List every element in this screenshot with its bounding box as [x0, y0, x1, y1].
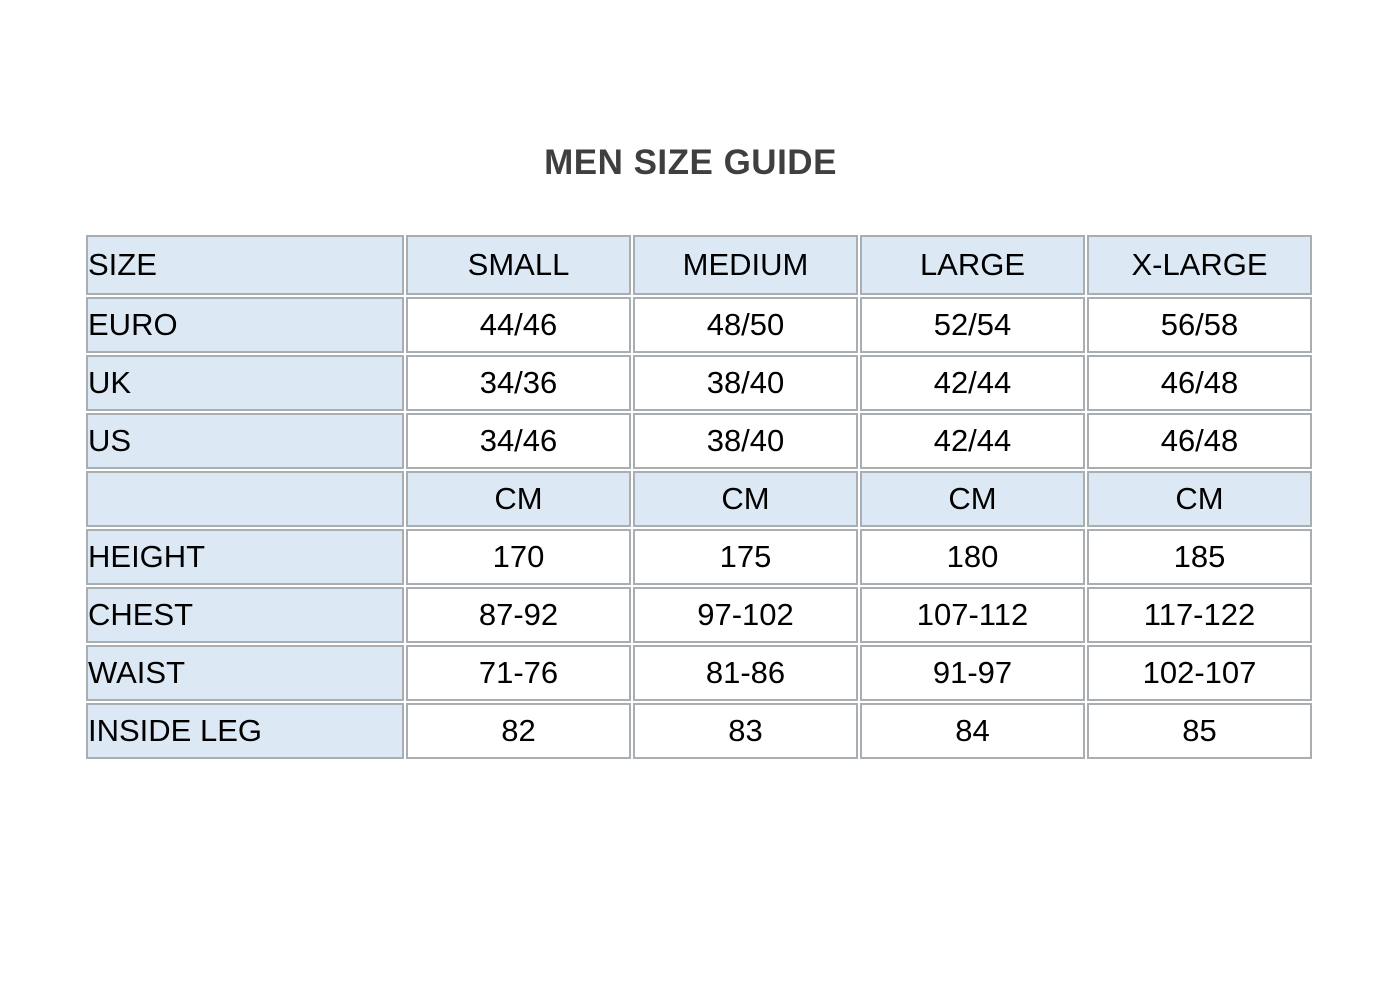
cell: 82 — [406, 703, 631, 759]
column-header-x-large: X-LARGE — [1087, 235, 1312, 295]
cell: 170 — [406, 529, 631, 585]
row-label: INSIDE LEG — [86, 703, 404, 759]
column-header-small: SMALL — [406, 235, 631, 295]
cell: 46/48 — [1087, 355, 1312, 411]
cell: 34/46 — [406, 413, 631, 469]
cell: 175 — [633, 529, 858, 585]
cell: 97-102 — [633, 587, 858, 643]
cell: 52/54 — [860, 297, 1085, 353]
cell: 91-97 — [860, 645, 1085, 701]
table-header-row: SIZE SMALL MEDIUM LARGE X-LARGE — [86, 235, 1312, 295]
cell: 83 — [633, 703, 858, 759]
row-label: WAIST — [86, 645, 404, 701]
table-row-chest: CHEST 87-92 97-102 107-112 117-122 — [86, 587, 1312, 643]
cell: 71-76 — [406, 645, 631, 701]
size-guide-table: SIZE SMALL MEDIUM LARGE X-LARGE EURO 44/… — [84, 233, 1314, 761]
cell: 38/40 — [633, 355, 858, 411]
cell: 42/44 — [860, 413, 1085, 469]
row-label: HEIGHT — [86, 529, 404, 585]
cell: 85 — [1087, 703, 1312, 759]
row-label: US — [86, 413, 404, 469]
row-label: UK — [86, 355, 404, 411]
cell: 46/48 — [1087, 413, 1312, 469]
cell: 117-122 — [1087, 587, 1312, 643]
cell: 81-86 — [633, 645, 858, 701]
table-row-us: US 34/46 38/40 42/44 46/48 — [86, 413, 1312, 469]
row-label — [86, 471, 404, 527]
table-row-waist: WAIST 71-76 81-86 91-97 102-107 — [86, 645, 1312, 701]
cell: 42/44 — [860, 355, 1085, 411]
column-header-large: LARGE — [860, 235, 1085, 295]
cell: 185 — [1087, 529, 1312, 585]
row-label: CHEST — [86, 587, 404, 643]
cell: CM — [406, 471, 631, 527]
table-row-uk: UK 34/36 38/40 42/44 46/48 — [86, 355, 1312, 411]
cell: 38/40 — [633, 413, 858, 469]
table-row-euro: EURO 44/46 48/50 52/54 56/58 — [86, 297, 1312, 353]
cell: 34/36 — [406, 355, 631, 411]
row-label: EURO — [86, 297, 404, 353]
cell: 87-92 — [406, 587, 631, 643]
table-row-units-cm: CM CM CM CM — [86, 471, 1312, 527]
cell: 56/58 — [1087, 297, 1312, 353]
page-title: MEN SIZE GUIDE — [544, 143, 837, 182]
table-row-height: HEIGHT 170 175 180 185 — [86, 529, 1312, 585]
cell: 84 — [860, 703, 1085, 759]
cell: 48/50 — [633, 297, 858, 353]
cell: CM — [633, 471, 858, 527]
column-header-size: SIZE — [86, 235, 404, 295]
cell: CM — [860, 471, 1085, 527]
cell: 107-112 — [860, 587, 1085, 643]
column-header-medium: MEDIUM — [633, 235, 858, 295]
cell: 180 — [860, 529, 1085, 585]
table-row-inside-leg: INSIDE LEG 82 83 84 85 — [86, 703, 1312, 759]
cell: 102-107 — [1087, 645, 1312, 701]
cell: 44/46 — [406, 297, 631, 353]
cell: CM — [1087, 471, 1312, 527]
